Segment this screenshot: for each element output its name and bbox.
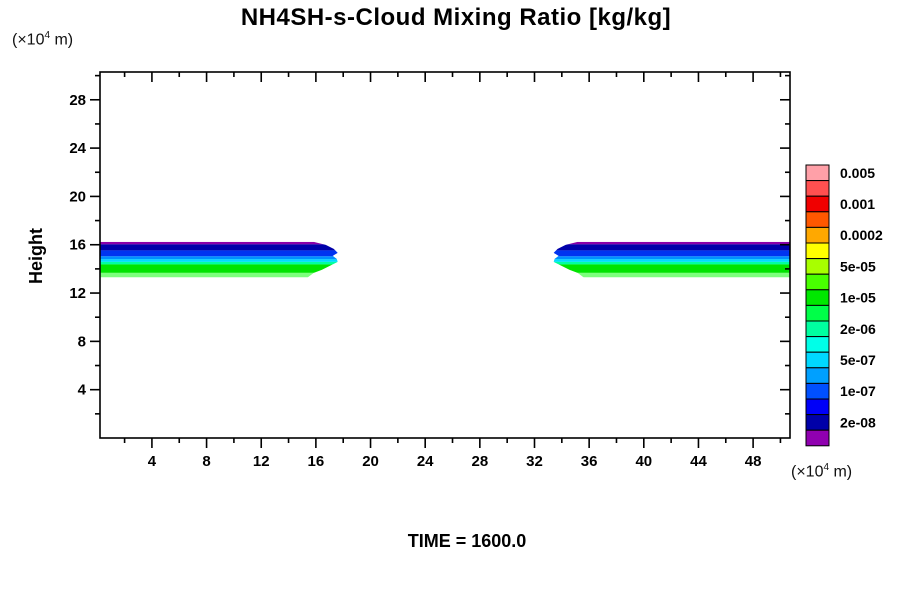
cloud-layer (100, 250, 338, 257)
x-unit-suffix: m) (829, 463, 853, 481)
colorbar-segment (805, 258, 830, 275)
cloud-layer (553, 264, 790, 273)
colorbar-label: 5e-05 (840, 258, 876, 274)
y-tick-label: 8 (78, 333, 86, 350)
y-tick-label: 4 (78, 382, 87, 399)
y-tick-label: 20 (69, 188, 86, 205)
colorbar-label: 0.0002 (840, 227, 883, 243)
cloud-layer (553, 256, 790, 260)
y-unit-exponent: 4 (44, 30, 51, 41)
colorbar-segment (805, 367, 830, 384)
colorbar-label: 0.005 (840, 165, 875, 181)
colorbar-label: 1e-07 (840, 383, 876, 399)
y-tick-label: 16 (69, 237, 86, 254)
x-tick-label: 40 (635, 453, 652, 470)
cloud-layer (553, 272, 790, 278)
colorbar-segment (805, 336, 830, 353)
x-tick-label: 48 (745, 453, 762, 470)
y-tick-label: 24 (69, 140, 86, 157)
x-tick-label: 24 (417, 453, 434, 470)
cloud-layer (100, 259, 338, 262)
x-unit-exponent: 4 (823, 462, 830, 473)
colorbar-segment (805, 164, 830, 182)
colorbar-segment (805, 211, 830, 228)
cloud-layer (100, 241, 338, 245)
colorbar-segment (805, 273, 830, 291)
x-tick-label: 4 (148, 453, 157, 470)
colorbar-label: 2e-08 (840, 414, 876, 430)
cloud-layer (553, 259, 790, 262)
colorbar-segment (805, 242, 830, 260)
y-axis-unit-label: (×104 m) (12, 30, 73, 49)
chart-title: NH4SH-s-Cloud Mixing Ratio [kg/kg] (240, 4, 672, 31)
x-tick-label: 44 (690, 453, 707, 470)
colorbar-label: 1e-05 (840, 290, 876, 306)
y-unit-suffix: m) (50, 31, 74, 49)
colorbar-segment (805, 429, 830, 447)
colorbar-segment (805, 304, 830, 322)
time-label: TIME = 1600.0 (407, 531, 527, 551)
cloud-layer (553, 250, 790, 257)
cloud-band-2 (553, 241, 790, 278)
x-tick-label: 28 (471, 453, 488, 470)
y-unit-prefix: (×10 (12, 31, 45, 49)
axes (90, 71, 791, 448)
cloud-layer (553, 261, 790, 265)
x-tick-label: 16 (308, 453, 325, 470)
colorbar-segment (805, 226, 830, 244)
cloud-layer (100, 261, 338, 265)
cloud-layer (553, 244, 790, 251)
cloud-layer (553, 241, 790, 245)
colorbar-segment (805, 289, 830, 306)
x-tick-label: 32 (526, 453, 543, 470)
colorbar-label: 0.001 (840, 196, 875, 212)
cloud-band-1 (100, 241, 338, 278)
colorbar-segment (805, 382, 830, 400)
x-tick-label: 20 (362, 453, 379, 470)
cloud-layer (100, 244, 338, 251)
colorbar-segment (805, 414, 830, 431)
y-tick-label: 28 (69, 92, 86, 109)
x-tick-label: 36 (581, 453, 598, 470)
y-tick-label: 12 (69, 285, 86, 302)
colorbar-label: 2e-06 (840, 321, 876, 337)
x-tick-label: 8 (202, 453, 210, 470)
colorbar-segment (805, 351, 830, 369)
cloud-layer (100, 256, 338, 260)
colorbar-label: 5e-07 (840, 352, 876, 368)
x-tick-label: 12 (253, 453, 270, 470)
cloud-layer (100, 264, 338, 273)
colorbar: 0.005 0.001 0.0002 5e-05 1e-05 2e-06 5e-07 1e-0… (805, 164, 883, 447)
colorbar-segment (805, 195, 830, 213)
cloud-layer (100, 272, 338, 278)
colorbar-segment (805, 180, 830, 197)
x-axis-unit-label: (×104 m) (791, 462, 852, 481)
colorbar-segment (805, 398, 830, 416)
colorbar-segment (805, 320, 830, 338)
x-unit-prefix: (×10 (791, 463, 824, 481)
